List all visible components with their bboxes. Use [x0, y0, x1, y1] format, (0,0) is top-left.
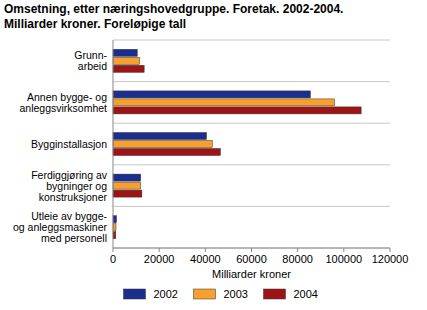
- grid-line: [113, 81, 390, 82]
- category-label: Bygginstallasjon: [31, 138, 107, 150]
- title: Omsetning, etter næringshovedgruppe. For…: [4, 2, 343, 16]
- category-label-line: konstruksjoner: [39, 191, 108, 203]
- tick-label: 0: [110, 253, 116, 265]
- tick-mark: [113, 248, 114, 252]
- tick-label: 60000: [236, 253, 267, 265]
- bar: [113, 141, 212, 148]
- tick-label: 20000: [144, 253, 175, 265]
- bar: [113, 190, 142, 197]
- bar: [113, 182, 141, 189]
- tick-mark: [205, 248, 206, 252]
- bar: [113, 174, 141, 181]
- legend-swatch: [264, 289, 286, 299]
- category-label-line: arbeid: [78, 60, 107, 72]
- legend-swatch: [194, 289, 216, 299]
- grid-line: [113, 164, 390, 165]
- tick-label: 80000: [282, 253, 313, 265]
- bar: [113, 65, 144, 72]
- subtitle: Milliarder kroner. Foreløpige tall: [4, 17, 186, 31]
- legend-label: 2002: [154, 288, 178, 300]
- bar: [113, 216, 116, 223]
- bar: [113, 91, 310, 98]
- category-label-line: med personell: [41, 232, 107, 244]
- bar: [113, 57, 140, 64]
- bar: [113, 149, 220, 156]
- category-label: Annen bygge- oganleggsvirksomhet: [19, 91, 107, 114]
- grid-line: [113, 206, 390, 207]
- tick-mark: [159, 248, 160, 252]
- tick-label: 100000: [325, 253, 362, 265]
- legend-label: 2003: [224, 288, 248, 300]
- tick-mark: [390, 248, 391, 252]
- legend-swatch: [124, 289, 146, 299]
- bar: [113, 99, 335, 106]
- tick-label: 40000: [190, 253, 221, 265]
- category-label-line: Bygginstallasjon: [31, 138, 107, 150]
- tick-mark: [343, 248, 344, 252]
- chart: Omsetning, etter næringshovedgruppe. For…: [0, 0, 427, 310]
- category-label-line: anleggsvirksomhet: [19, 102, 107, 114]
- tick-label: 120000: [372, 253, 409, 265]
- legend-label: 2004: [294, 288, 318, 300]
- bar: [113, 133, 206, 140]
- grid-line: [113, 123, 390, 124]
- x-axis-label: Milliarder kroner: [212, 268, 291, 280]
- category-label: Ferdiggjøring avbygninger ogkonstruksjon…: [31, 169, 108, 203]
- bar: [113, 49, 137, 56]
- grid-line: [113, 40, 390, 41]
- bar: [113, 107, 361, 114]
- y-axis: [113, 40, 114, 248]
- category-label: Grunn-arbeid: [74, 49, 107, 72]
- category-label: Utleie av bygge-og anleggsmaskinermed pe…: [13, 210, 107, 244]
- tick-mark: [251, 248, 252, 252]
- tick-mark: [297, 248, 298, 252]
